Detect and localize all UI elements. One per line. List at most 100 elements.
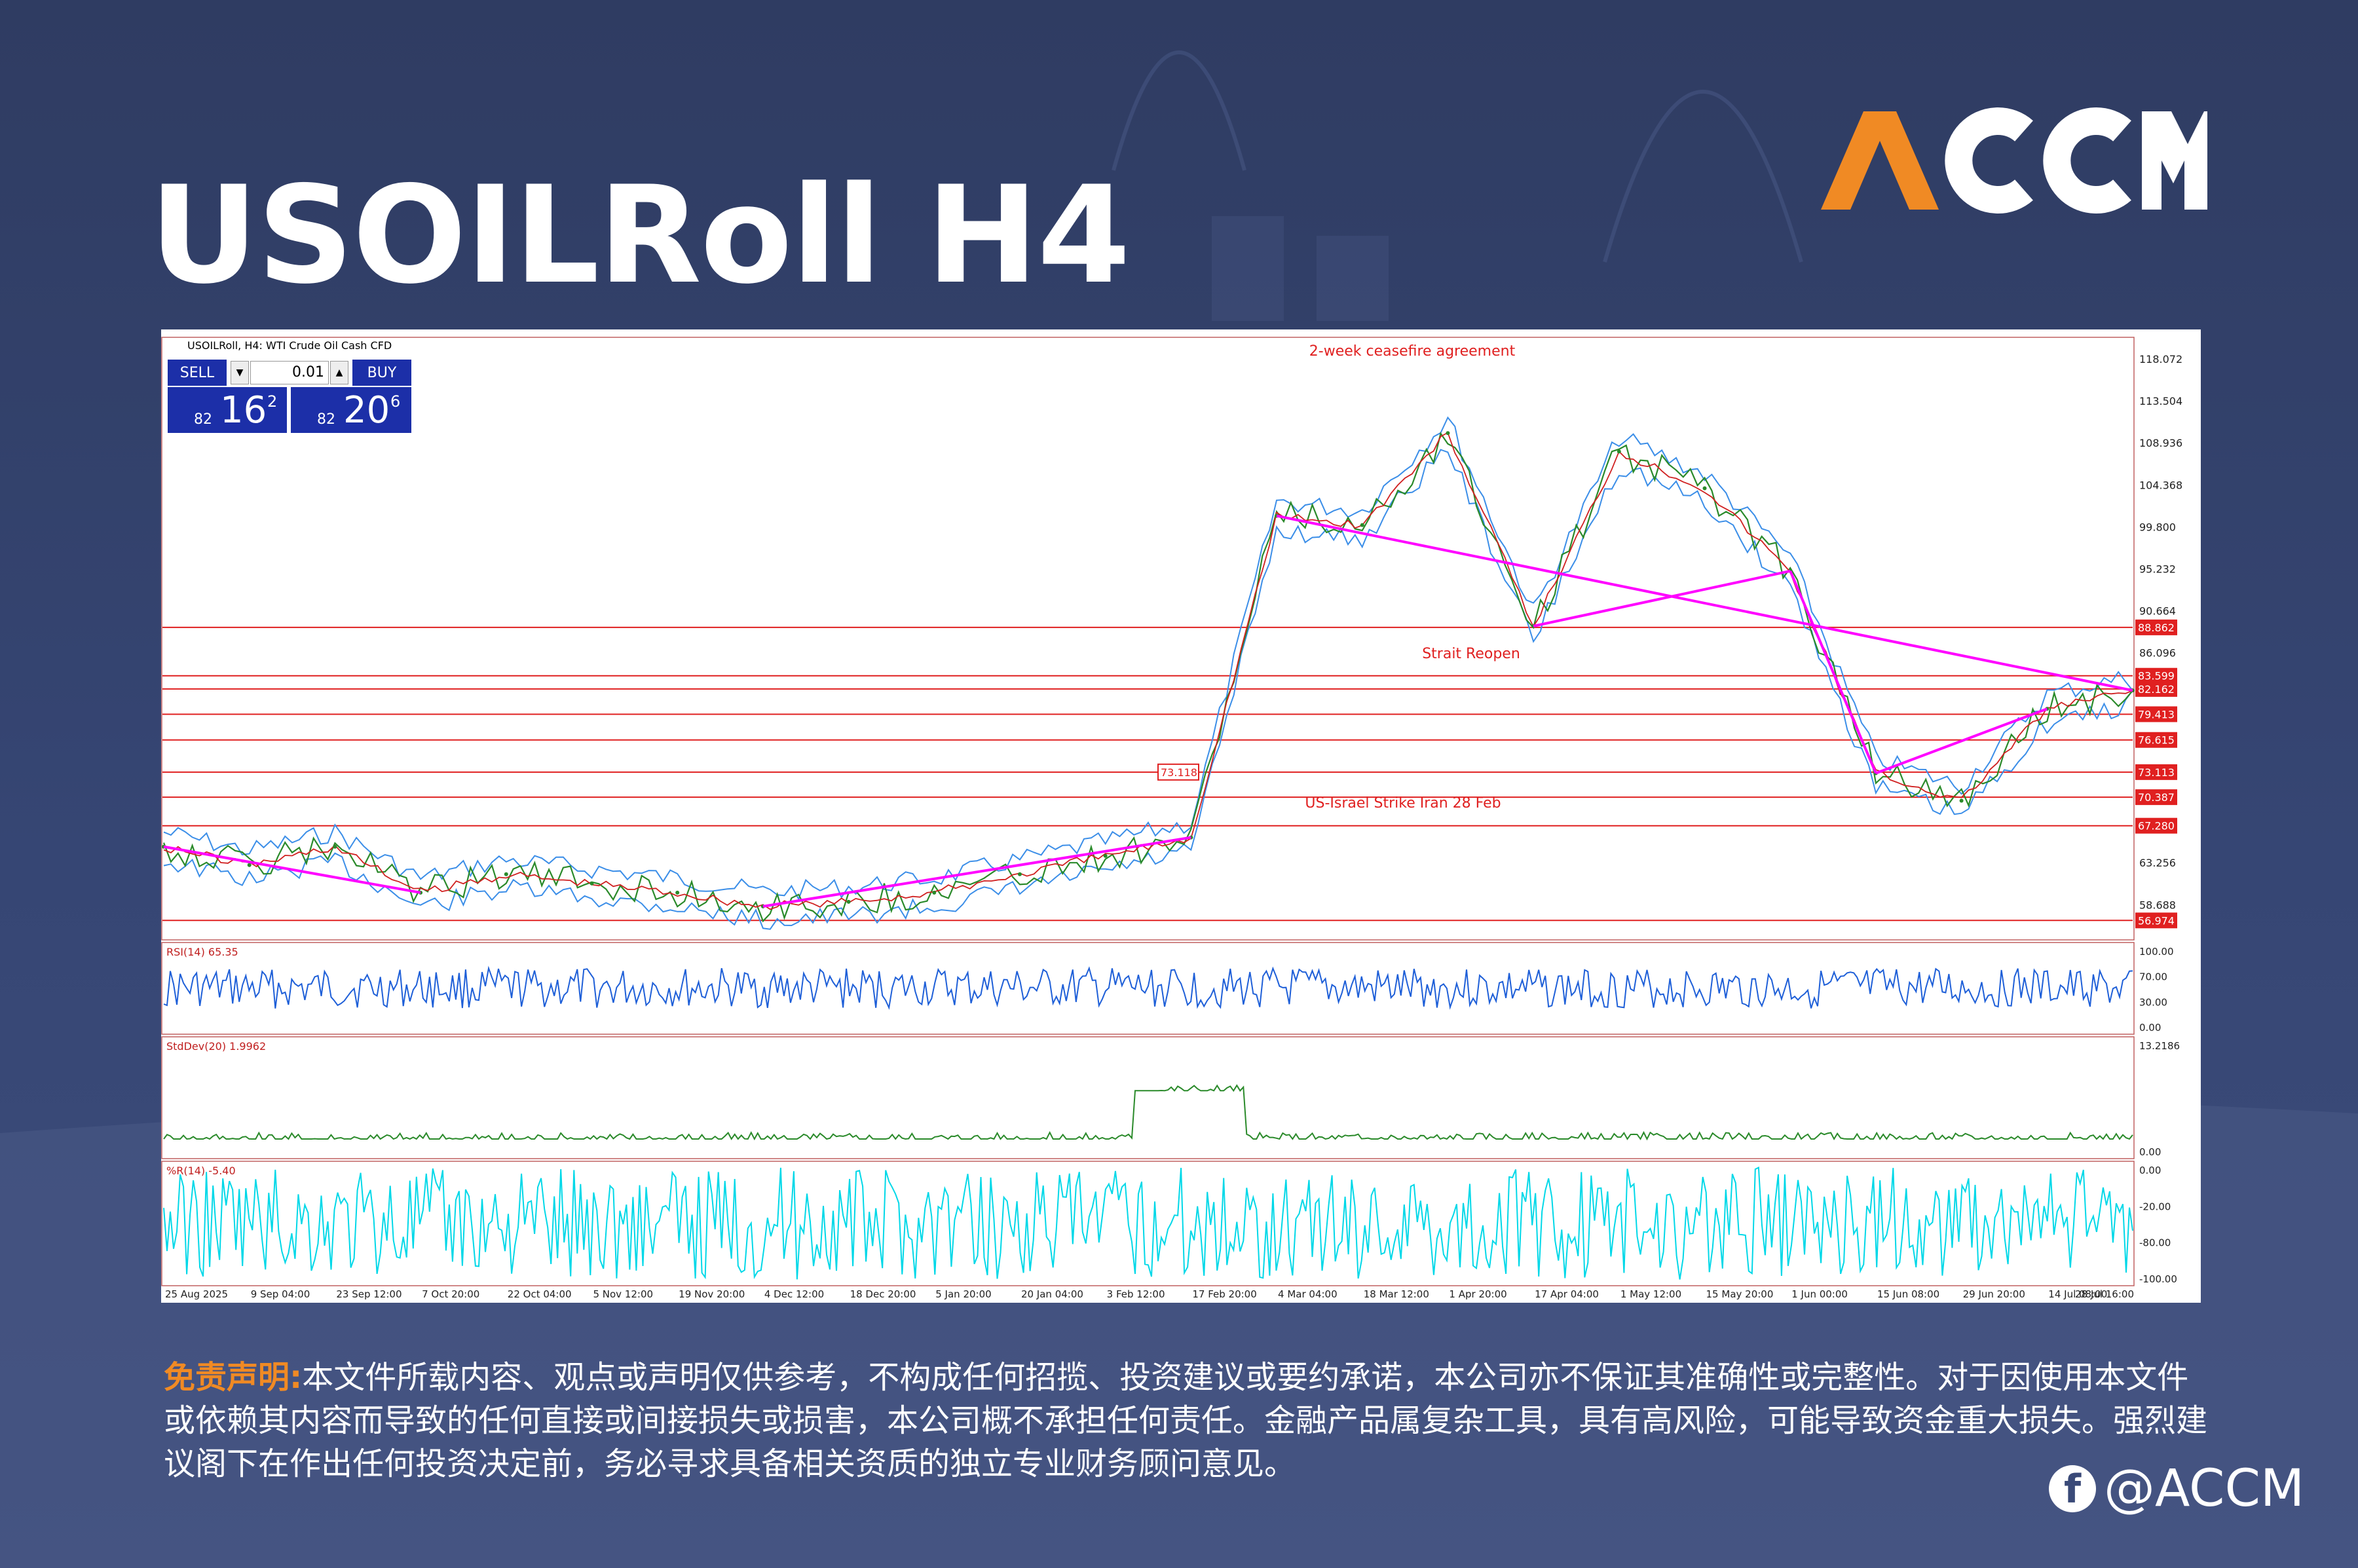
annotation-ceasefire: 2-week ceasefire agreement <box>1309 343 1516 360</box>
indicator-series-line <box>163 965 2133 1010</box>
x-tick-label: 15 Jun 08:00 <box>1877 1288 1939 1300</box>
trend-line <box>1276 514 2133 692</box>
accm-logo <box>1821 107 2207 214</box>
x-tick-label: 1 May 12:00 <box>1620 1288 1681 1300</box>
indicator-tick-label: -100.00 <box>2139 1273 2177 1285</box>
level-marker-label: 73.118 <box>1161 766 1197 779</box>
price-point <box>590 881 594 886</box>
rsi-frame <box>161 942 2135 1035</box>
trade-panel: SELL ▼ 0.01 ▲ BUY 82 16 2 82 20 6 <box>168 360 411 433</box>
y-tick-label: 90.664 <box>2139 605 2176 618</box>
x-tick-label: 5 Nov 12:00 <box>593 1288 653 1300</box>
price-point <box>1103 853 1108 858</box>
price-point <box>1446 431 1450 436</box>
x-tick-label: 1 Apr 20:00 <box>1449 1288 1506 1300</box>
y-tick-label: 95.232 <box>2139 563 2176 576</box>
indicator-series-line <box>163 1084 2133 1141</box>
x-tick-label: 25 Aug 2025 <box>165 1288 228 1300</box>
price-point <box>1959 798 1964 803</box>
disclaimer-text: 本文件所载内容、观点或声明仅供参考，不构成任何招揽、投资建议或要约承诺，本公司亦… <box>164 1359 2208 1482</box>
indicator-tick-label: 30.00 <box>2139 996 2167 1008</box>
y-tick-label: 63.256 <box>2139 857 2176 869</box>
indicator-tick-label: 0.00 <box>2139 1165 2161 1176</box>
price-point <box>932 890 937 895</box>
x-tick-label: 4 Mar 04:00 <box>1278 1288 1338 1300</box>
x-tick-label: 17 Feb 20:00 <box>1192 1288 1256 1300</box>
y-tick-label: 86.096 <box>2139 647 2176 660</box>
sell-price-pip: 2 <box>267 392 278 411</box>
price-level-badge <box>2135 764 2177 780</box>
trend-line <box>1533 569 1791 627</box>
price-level-badge <box>2135 817 2177 834</box>
price-level-label: 67.280 <box>2138 820 2175 832</box>
indicator-tick-label: -20.00 <box>2139 1201 2171 1212</box>
annotation-strait-reopen: Strait Reopen <box>1422 646 1520 662</box>
x-tick-label: 14 Jul 08:00 <box>2048 1288 2107 1300</box>
bollinger-lower-band <box>163 449 2133 930</box>
x-tick-label: 28 Jul 16:00 <box>2075 1288 2134 1300</box>
x-tick-label: 17 Apr 04:00 <box>1535 1288 1599 1300</box>
main-plot-frame <box>161 337 2135 941</box>
disclaimer-label: 免责声明: <box>164 1359 303 1396</box>
y-tick-label: 113.504 <box>2139 395 2182 407</box>
price-level-badge <box>2135 681 2177 697</box>
price-point <box>504 872 508 876</box>
x-tick-label: 9 Sep 04:00 <box>251 1288 310 1300</box>
buy-button[interactable]: BUY <box>352 360 411 386</box>
lot-size-field[interactable]: 0.01 <box>250 361 329 384</box>
x-tick-label: 22 Oct 04:00 <box>508 1288 572 1300</box>
y-tick-label: 118.072 <box>2139 353 2182 365</box>
x-tick-label: 5 Jan 20:00 <box>935 1288 991 1300</box>
price-level-label: 56.974 <box>2138 914 2175 927</box>
indicator-label: StdDev(20) 1.9962 <box>166 1040 266 1053</box>
x-tick-label: 18 Dec 20:00 <box>850 1288 916 1300</box>
price-level-label: 76.615 <box>2138 734 2175 747</box>
x-tick-label: 4 Dec 12:00 <box>764 1288 824 1300</box>
price-point <box>846 899 851 904</box>
indicator-tick-label: 100.00 <box>2139 946 2174 958</box>
trend-line <box>1789 570 1877 774</box>
price-level-label: 70.387 <box>2138 791 2175 804</box>
price-point <box>333 844 337 849</box>
x-tick-label: 29 Jun 20:00 <box>1963 1288 2025 1300</box>
indicator-tick-label: 0.00 <box>2139 1146 2161 1158</box>
price-point <box>675 890 680 895</box>
price-point <box>1360 523 1364 527</box>
x-tick-label: 15 May 20:00 <box>1706 1288 1774 1300</box>
price-level-label: 73.113 <box>2138 766 2175 779</box>
price-level-label: 82.162 <box>2138 683 2175 696</box>
buy-price[interactable]: 82 20 6 <box>291 387 411 433</box>
indicator-tick-label: 13.2186 <box>2139 1040 2180 1052</box>
y-tick-label: 99.800 <box>2139 521 2176 533</box>
lot-increase-icon[interactable]: ▲ <box>330 361 348 384</box>
y-tick-label: 58.688 <box>2139 899 2176 911</box>
stddev-frame <box>161 1036 2135 1159</box>
indicator-tick-label: -80.00 <box>2139 1237 2171 1249</box>
indicator-label: RSI(14) 65.35 <box>166 946 238 958</box>
indicator-tick-label: 70.00 <box>2139 971 2167 983</box>
social-handle[interactable]: f @ACCM <box>2049 1459 2304 1518</box>
price-point <box>247 863 252 867</box>
x-tick-label: 1 Jun 00:00 <box>1791 1288 1848 1300</box>
buy-price-prefix: 82 <box>317 411 335 428</box>
sell-price[interactable]: 82 16 2 <box>168 387 287 433</box>
facebook-icon: f <box>2049 1465 2096 1512</box>
price-level-badge <box>2135 706 2177 722</box>
x-tick-label: 19 Nov 20:00 <box>679 1288 745 1300</box>
trend-line <box>762 836 1191 908</box>
price-level-badge <box>2135 732 2177 748</box>
price-level-badge <box>2135 619 2177 635</box>
price-level-label: 79.413 <box>2138 708 2175 720</box>
x-tick-label: 20 Jan 04:00 <box>1021 1288 1083 1300</box>
sell-button[interactable]: SELL <box>168 360 227 386</box>
price-chart: USOILRoll, H4: WTI Crude Oil Cash CFD 118… <box>161 337 2182 1300</box>
price-point <box>1017 872 1022 876</box>
x-tick-label: 18 Mar 12:00 <box>1364 1288 1429 1300</box>
sell-price-prefix: 82 <box>194 411 212 428</box>
bollinger-upper-band <box>163 416 2133 901</box>
price-level-badge <box>2135 667 2177 684</box>
lot-decrease-icon[interactable]: ▼ <box>231 361 249 384</box>
moving-average-line <box>163 432 2133 910</box>
chart-header-label: USOILRoll, H4: WTI Crude Oil Cash CFD <box>187 339 392 352</box>
annotation-strike-iran: US-Israel Strike Iran 28 Feb <box>1305 795 1501 812</box>
